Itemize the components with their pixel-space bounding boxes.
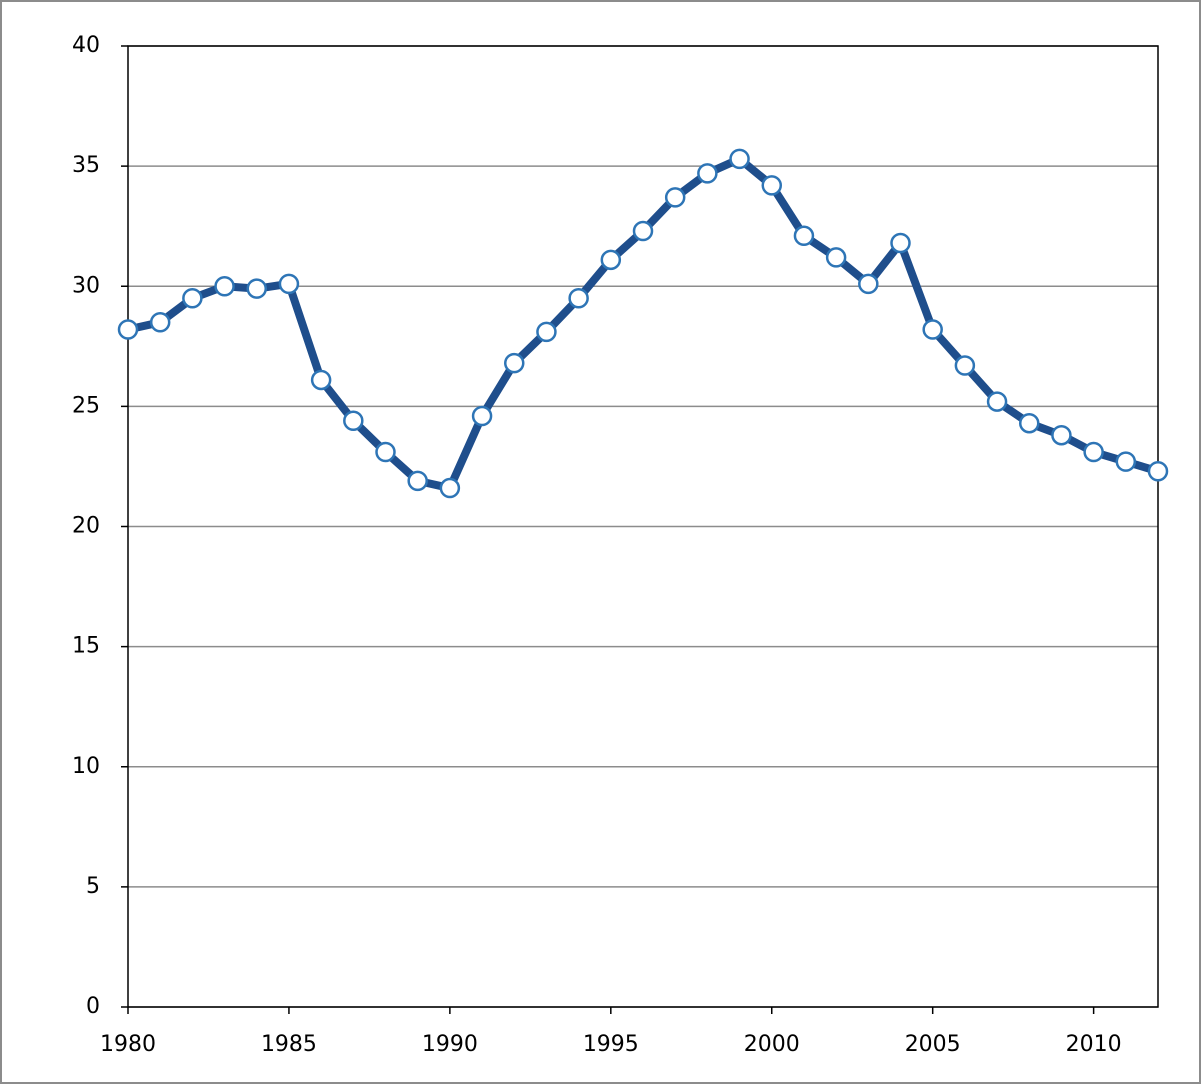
data-point: [922, 319, 943, 340]
data-point: [986, 391, 1008, 412]
data-point: [117, 319, 139, 340]
data-point: [214, 276, 235, 297]
x-tick-label: 2000: [744, 1032, 800, 1057]
x-tick-label: 1985: [261, 1032, 317, 1057]
y-tick-label: 10: [72, 754, 100, 779]
data-point: [1083, 441, 1104, 463]
data-point: [278, 273, 300, 295]
data-point: [729, 148, 750, 170]
y-tick-label: 0: [86, 994, 100, 1019]
data-point: [697, 163, 718, 184]
data-point: [246, 278, 267, 299]
data-point: [182, 288, 203, 309]
x-tick-label: 2010: [1066, 1032, 1122, 1057]
y-tick-label: 25: [72, 393, 100, 418]
y-tick-label: 35: [72, 153, 100, 178]
plot-border: [127, 45, 1159, 1008]
data-point: [664, 187, 686, 208]
x-tick-label: 1980: [100, 1032, 156, 1057]
y-tick-label: 40: [72, 33, 100, 58]
data-point: [954, 355, 976, 376]
data-point: [1051, 424, 1072, 446]
data-point: [407, 470, 428, 492]
y-tick-label: 5: [86, 874, 100, 899]
data-point: [504, 352, 525, 374]
y-tick-label: 30: [72, 273, 100, 298]
data-point: [761, 175, 782, 196]
data-point: [536, 321, 557, 343]
data-point: [568, 288, 589, 309]
data-point: [1147, 460, 1169, 482]
data-point: [1115, 451, 1137, 472]
data-point: [632, 220, 654, 242]
data-point: [471, 405, 493, 427]
data-point: [149, 312, 171, 333]
data-point: [858, 273, 879, 295]
y-tick-label: 20: [72, 514, 100, 539]
data-point: [1019, 412, 1040, 434]
data-point: [439, 477, 461, 499]
y-tick-label: 15: [72, 634, 100, 659]
data-point: [310, 369, 332, 391]
data-point: [600, 249, 622, 271]
x-tick-label: 1990: [422, 1032, 478, 1057]
data-point: [375, 441, 396, 463]
data-point: [343, 410, 364, 432]
data-point: [890, 232, 911, 254]
data-point: [825, 247, 847, 268]
x-tick-label: 1995: [583, 1032, 639, 1057]
x-tick-label: 2005: [905, 1032, 961, 1057]
data-point: [793, 225, 815, 247]
